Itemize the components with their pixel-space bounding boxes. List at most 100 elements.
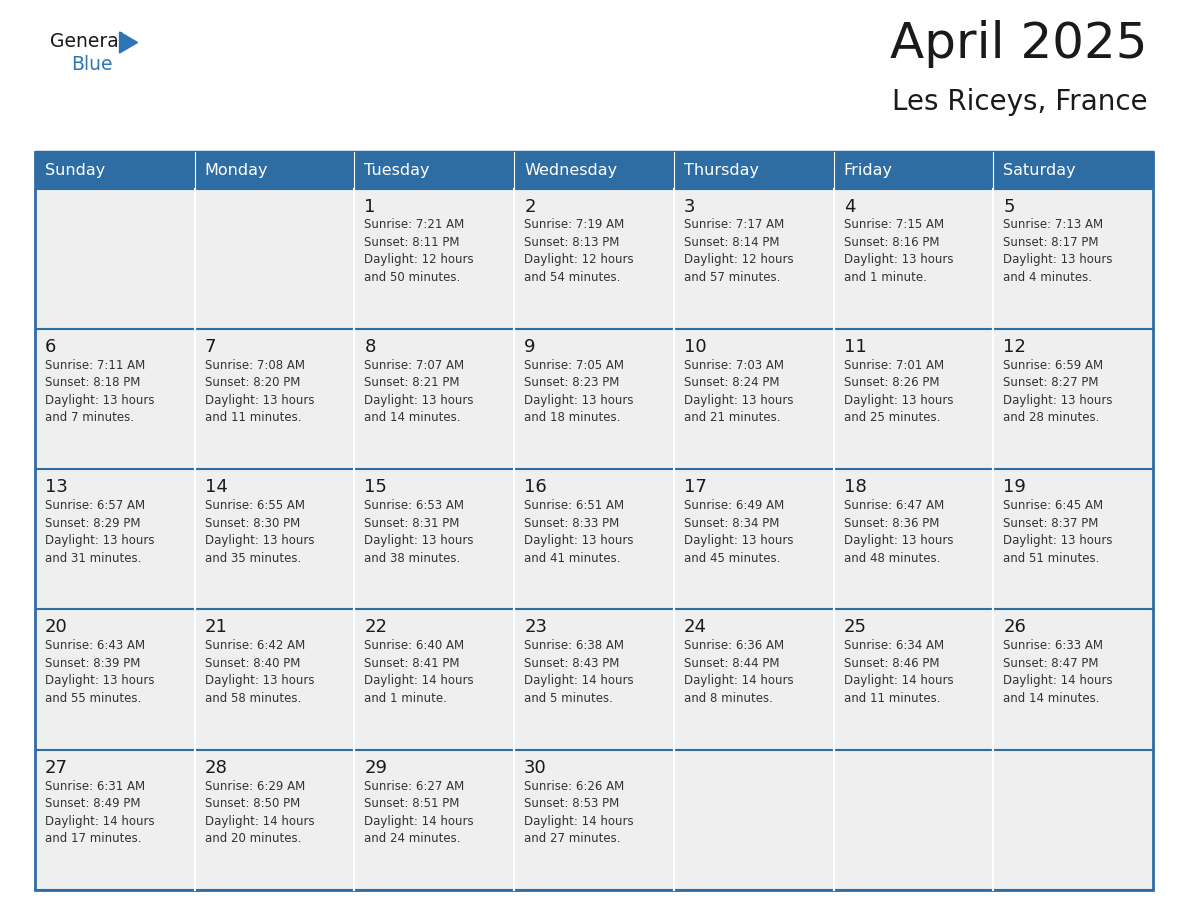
Bar [514,750,674,890]
Text: April 2025: April 2025 [891,20,1148,68]
Bar [514,329,674,469]
Text: Sunrise: 6:59 AM
Sunset: 8:27 PM
Daylight: 13 hours
and 28 minutes.: Sunrise: 6:59 AM Sunset: 8:27 PM Dayligh… [1004,359,1113,424]
Text: Saturday: Saturday [1004,162,1076,178]
Text: Sunrise: 6:49 AM
Sunset: 8:34 PM
Daylight: 13 hours
and 45 minutes.: Sunrise: 6:49 AM Sunset: 8:34 PM Dayligh… [684,499,794,565]
Text: 25: 25 [843,619,866,636]
Text: Sunrise: 6:34 AM
Sunset: 8:46 PM
Daylight: 14 hours
and 11 minutes.: Sunrise: 6:34 AM Sunset: 8:46 PM Dayligh… [843,640,953,705]
Bar [34,152,1154,890]
Text: Sunrise: 6:55 AM
Sunset: 8:30 PM
Daylight: 13 hours
and 35 minutes.: Sunrise: 6:55 AM Sunset: 8:30 PM Dayligh… [204,499,314,565]
Text: General: General [50,32,124,51]
Bar [34,610,195,750]
Bar [195,152,354,188]
Bar [674,152,834,188]
Bar [834,152,993,188]
Text: Sunrise: 7:08 AM
Sunset: 8:20 PM
Daylight: 13 hours
and 11 minutes.: Sunrise: 7:08 AM Sunset: 8:20 PM Dayligh… [204,359,314,424]
Bar [34,750,195,890]
Text: 4: 4 [843,197,855,216]
Text: 16: 16 [524,478,546,496]
Bar [993,750,1154,890]
Text: Thursday: Thursday [684,162,759,178]
Text: 28: 28 [204,758,228,777]
Text: Sunrise: 7:19 AM
Sunset: 8:13 PM
Daylight: 12 hours
and 54 minutes.: Sunrise: 7:19 AM Sunset: 8:13 PM Dayligh… [524,218,633,284]
Text: Sunrise: 7:11 AM
Sunset: 8:18 PM
Daylight: 13 hours
and 7 minutes.: Sunrise: 7:11 AM Sunset: 8:18 PM Dayligh… [45,359,154,424]
Text: 10: 10 [684,338,707,356]
Text: Sunrise: 6:36 AM
Sunset: 8:44 PM
Daylight: 14 hours
and 8 minutes.: Sunrise: 6:36 AM Sunset: 8:44 PM Dayligh… [684,640,794,705]
Bar [34,152,195,188]
Bar [34,329,195,469]
Text: Sunrise: 7:03 AM
Sunset: 8:24 PM
Daylight: 13 hours
and 21 minutes.: Sunrise: 7:03 AM Sunset: 8:24 PM Dayligh… [684,359,794,424]
Text: Sunrise: 6:27 AM
Sunset: 8:51 PM
Daylight: 14 hours
and 24 minutes.: Sunrise: 6:27 AM Sunset: 8:51 PM Dayligh… [365,779,474,845]
Text: 22: 22 [365,619,387,636]
Text: 2: 2 [524,197,536,216]
Bar [195,188,354,329]
Text: Sunrise: 7:15 AM
Sunset: 8:16 PM
Daylight: 13 hours
and 1 minute.: Sunrise: 7:15 AM Sunset: 8:16 PM Dayligh… [843,218,953,284]
Text: 19: 19 [1004,478,1026,496]
Bar [354,469,514,610]
Text: Sunrise: 6:42 AM
Sunset: 8:40 PM
Daylight: 13 hours
and 58 minutes.: Sunrise: 6:42 AM Sunset: 8:40 PM Dayligh… [204,640,314,705]
Text: Sunrise: 6:43 AM
Sunset: 8:39 PM
Daylight: 13 hours
and 55 minutes.: Sunrise: 6:43 AM Sunset: 8:39 PM Dayligh… [45,640,154,705]
Text: 3: 3 [684,197,695,216]
Bar [354,329,514,469]
Text: 27: 27 [45,758,68,777]
Text: 14: 14 [204,478,228,496]
Text: 13: 13 [45,478,68,496]
Bar [674,750,834,890]
Bar [514,469,674,610]
Text: Sunrise: 6:45 AM
Sunset: 8:37 PM
Daylight: 13 hours
and 51 minutes.: Sunrise: 6:45 AM Sunset: 8:37 PM Dayligh… [1004,499,1113,565]
Bar [354,188,514,329]
Bar [993,329,1154,469]
Text: Sunrise: 6:53 AM
Sunset: 8:31 PM
Daylight: 13 hours
and 38 minutes.: Sunrise: 6:53 AM Sunset: 8:31 PM Dayligh… [365,499,474,565]
Bar [834,610,993,750]
Bar [354,750,514,890]
Text: Sunrise: 6:51 AM
Sunset: 8:33 PM
Daylight: 13 hours
and 41 minutes.: Sunrise: 6:51 AM Sunset: 8:33 PM Dayligh… [524,499,633,565]
Text: 15: 15 [365,478,387,496]
Text: Friday: Friday [843,162,892,178]
Text: 18: 18 [843,478,866,496]
Text: 8: 8 [365,338,375,356]
Text: 24: 24 [684,619,707,636]
Bar [514,610,674,750]
Bar [993,469,1154,610]
Text: Sunrise: 6:47 AM
Sunset: 8:36 PM
Daylight: 13 hours
and 48 minutes.: Sunrise: 6:47 AM Sunset: 8:36 PM Dayligh… [843,499,953,565]
Text: 17: 17 [684,478,707,496]
Bar [834,188,993,329]
Bar [993,188,1154,329]
Text: 9: 9 [524,338,536,356]
Text: Sunrise: 7:01 AM
Sunset: 8:26 PM
Daylight: 13 hours
and 25 minutes.: Sunrise: 7:01 AM Sunset: 8:26 PM Dayligh… [843,359,953,424]
Bar [674,329,834,469]
Bar [674,610,834,750]
Text: Sunrise: 7:21 AM
Sunset: 8:11 PM
Daylight: 12 hours
and 50 minutes.: Sunrise: 7:21 AM Sunset: 8:11 PM Dayligh… [365,218,474,284]
Text: Tuesday: Tuesday [365,162,430,178]
Bar [514,188,674,329]
Text: Sunday: Sunday [45,162,106,178]
Text: Sunrise: 6:38 AM
Sunset: 8:43 PM
Daylight: 14 hours
and 5 minutes.: Sunrise: 6:38 AM Sunset: 8:43 PM Dayligh… [524,640,633,705]
Text: 23: 23 [524,619,548,636]
Bar [674,469,834,610]
Text: Sunrise: 6:29 AM
Sunset: 8:50 PM
Daylight: 14 hours
and 20 minutes.: Sunrise: 6:29 AM Sunset: 8:50 PM Dayligh… [204,779,315,845]
Bar [514,152,674,188]
Text: Monday: Monday [204,162,268,178]
Bar [195,750,354,890]
Text: 20: 20 [45,619,68,636]
Bar [34,188,195,329]
Polygon shape [120,32,138,53]
Text: Sunrise: 7:05 AM
Sunset: 8:23 PM
Daylight: 13 hours
and 18 minutes.: Sunrise: 7:05 AM Sunset: 8:23 PM Dayligh… [524,359,633,424]
Text: Les Riceys, France: Les Riceys, France [892,88,1148,116]
Text: 11: 11 [843,338,866,356]
Bar [834,750,993,890]
Text: 21: 21 [204,619,228,636]
Text: Sunrise: 6:33 AM
Sunset: 8:47 PM
Daylight: 14 hours
and 14 minutes.: Sunrise: 6:33 AM Sunset: 8:47 PM Dayligh… [1004,640,1113,705]
Bar [195,329,354,469]
Text: Sunrise: 7:07 AM
Sunset: 8:21 PM
Daylight: 13 hours
and 14 minutes.: Sunrise: 7:07 AM Sunset: 8:21 PM Dayligh… [365,359,474,424]
Text: Sunrise: 6:31 AM
Sunset: 8:49 PM
Daylight: 14 hours
and 17 minutes.: Sunrise: 6:31 AM Sunset: 8:49 PM Dayligh… [45,779,154,845]
Bar [674,188,834,329]
Bar [993,610,1154,750]
Text: Sunrise: 6:40 AM
Sunset: 8:41 PM
Daylight: 14 hours
and 1 minute.: Sunrise: 6:40 AM Sunset: 8:41 PM Dayligh… [365,640,474,705]
Bar [195,469,354,610]
Text: 1: 1 [365,197,375,216]
Text: Sunrise: 6:57 AM
Sunset: 8:29 PM
Daylight: 13 hours
and 31 minutes.: Sunrise: 6:57 AM Sunset: 8:29 PM Dayligh… [45,499,154,565]
Bar [354,610,514,750]
Text: Sunrise: 7:13 AM
Sunset: 8:17 PM
Daylight: 13 hours
and 4 minutes.: Sunrise: 7:13 AM Sunset: 8:17 PM Dayligh… [1004,218,1113,284]
Text: 6: 6 [45,338,56,356]
Text: 29: 29 [365,758,387,777]
